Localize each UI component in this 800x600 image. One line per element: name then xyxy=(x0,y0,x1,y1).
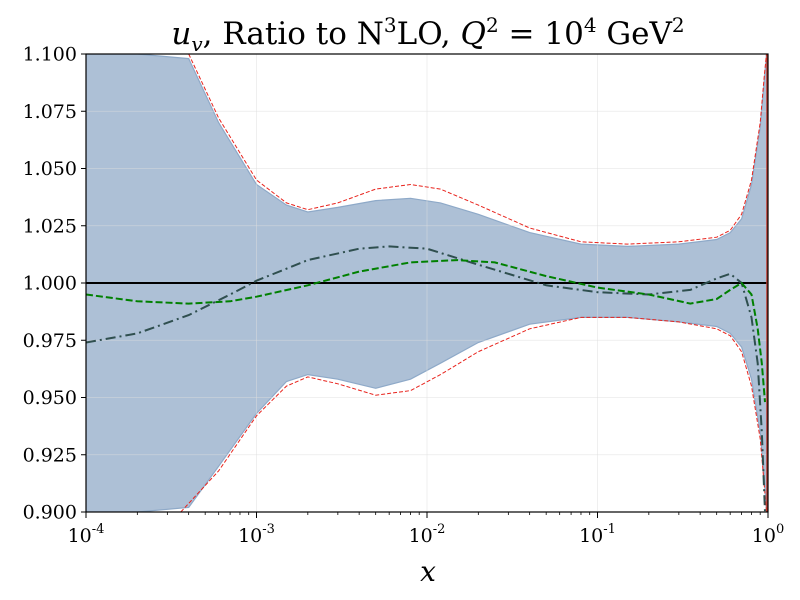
y-tick-label-1: 0.925 xyxy=(23,444,77,466)
band-upper-edge xyxy=(86,54,768,248)
chart-title: uv, Ratio to N3LO, Q2 = 104 GeV2 xyxy=(171,13,684,56)
title-q-superscript: 2 xyxy=(486,13,499,37)
band-lower-edge xyxy=(86,316,768,512)
band-upper-outer-edge xyxy=(188,54,767,245)
band-lower-outer-edge xyxy=(180,316,767,512)
x-tick-label-2: 10-2 xyxy=(409,522,446,547)
series-dashed-line xyxy=(86,259,766,403)
title-order-superscript: 3 xyxy=(384,13,397,37)
title-value-superscript: 4 xyxy=(584,13,597,37)
y-tick-label-3: 0.975 xyxy=(23,330,77,352)
x-tick-label-3: 10-1 xyxy=(579,522,616,547)
y-tick-label-6: 1.050 xyxy=(23,158,77,180)
x-tick-label-0: 10-4 xyxy=(68,522,105,547)
y-tick-label-0: 0.900 xyxy=(23,502,77,524)
tick-layer: 0.900 0.925 0.950 0.975 1.000 1.025 1.050 1.075… xyxy=(23,44,785,548)
x-axis-label: x xyxy=(420,555,436,588)
title-unit-superscript: 2 xyxy=(672,13,685,37)
y-tick-label-2: 0.950 xyxy=(23,387,77,409)
y-tick-label-4: 1.000 xyxy=(23,273,77,295)
title-text: , Ratio to N xyxy=(203,16,384,52)
title-q: Q xyxy=(461,16,486,52)
title-pdf-subscript: v xyxy=(191,32,203,56)
title-equals: = 10 xyxy=(499,16,584,52)
title-order-tail: LO, xyxy=(397,16,461,52)
y-tick-label-7: 1.075 xyxy=(23,101,77,123)
x-tick-label-4: 100 xyxy=(752,522,784,547)
title-unit: GeV xyxy=(597,16,673,52)
y-tick-label-5: 1.025 xyxy=(23,215,77,237)
title-pdf: u xyxy=(171,16,191,52)
series-layer xyxy=(86,54,768,512)
y-tick-label-8: 1.100 xyxy=(23,44,77,66)
series-dashdot-line xyxy=(86,245,766,512)
x-tick-label-1: 10-3 xyxy=(238,522,275,547)
